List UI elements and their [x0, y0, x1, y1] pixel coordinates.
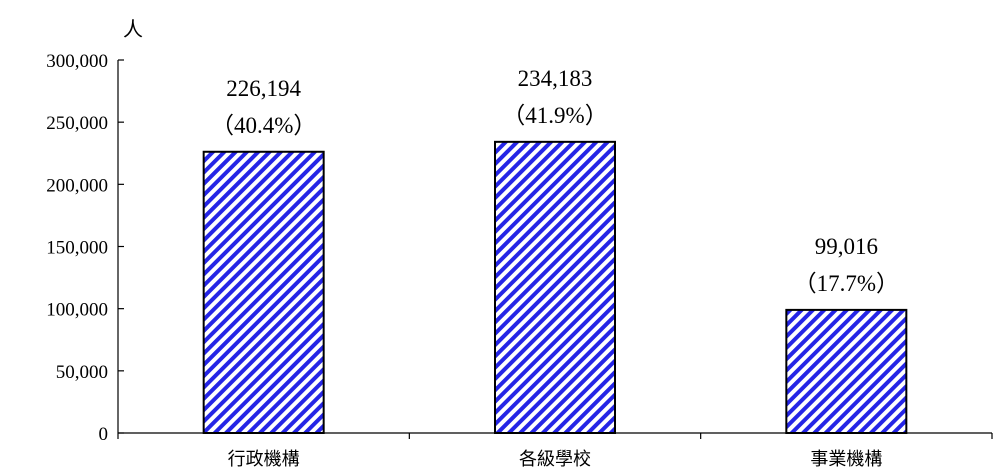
- bar-value-label: 226,194: [226, 76, 301, 101]
- y-tick-label: 150,000: [46, 238, 108, 259]
- y-tick-label: 200,000: [46, 175, 108, 196]
- x-category-label: 行政機構: [228, 449, 300, 470]
- y-tick-label: 0: [99, 424, 109, 445]
- y-tick-label: 50,000: [56, 362, 108, 383]
- y-axis-unit-label: 人: [123, 17, 143, 41]
- bar-value-label: 99,016: [815, 234, 878, 259]
- y-tick-label: 250,000: [46, 113, 108, 134]
- bar-percent-label: （41.9%）: [502, 103, 607, 128]
- x-category-label: 事業機構: [810, 449, 882, 470]
- bar-value-label: 234,183: [518, 66, 593, 91]
- bar: [202, 150, 325, 434]
- y-tick-label: 300,000: [46, 51, 108, 72]
- data-labels: 226,194 （40.4%） 234,183 （41.9%） 99,016 （17.7%…: [211, 66, 899, 296]
- bar-percent-label: （17.7%）: [794, 271, 899, 296]
- x-axis: 行政機構 各級學校 事業機構: [117, 432, 993, 470]
- x-category-label: 各級學校: [519, 449, 591, 470]
- bar: [494, 140, 616, 435]
- y-tick-label: 100,000: [46, 300, 108, 321]
- bar-percent-label: （40.4%）: [211, 113, 316, 138]
- bars: [202, 140, 908, 435]
- y-axis: 0 50,000 100,000 150,000 200,000 250,000 300,0…: [46, 51, 124, 445]
- bar: [785, 308, 908, 434]
